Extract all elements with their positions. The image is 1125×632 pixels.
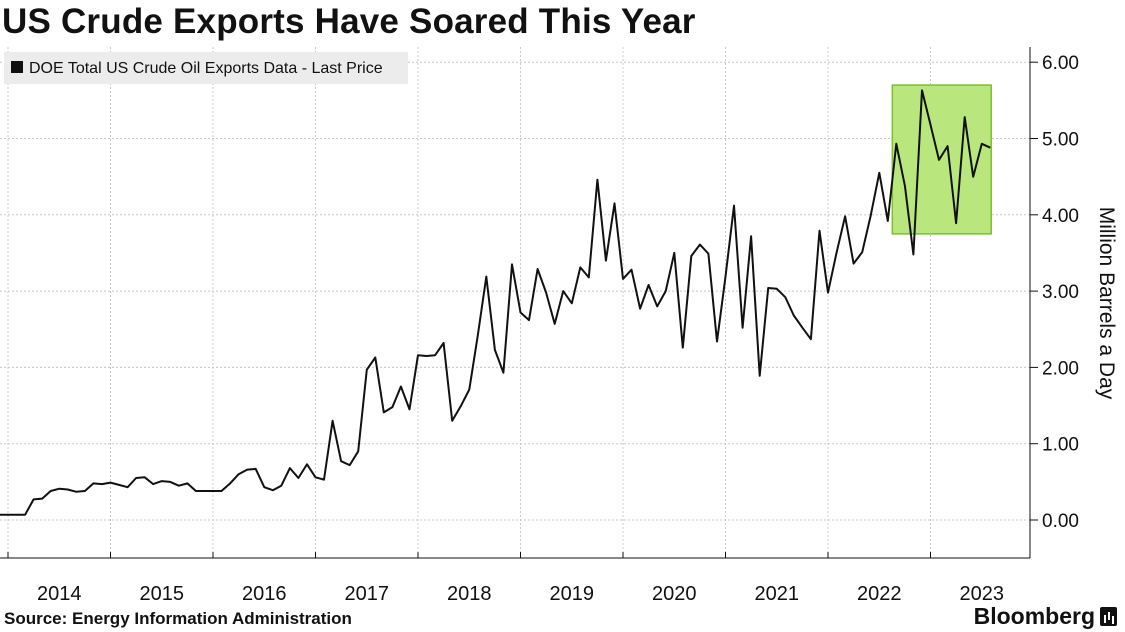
legend-swatch	[11, 61, 23, 73]
highlight-box-layer	[891, 84, 992, 235]
axes: 0.00 1.00 2.00 3.00 4.00 5.00 6.00 2014 2015 2016…	[0, 47, 1079, 605]
gridlines	[0, 47, 1030, 558]
x-tick-label: 2020	[652, 583, 697, 605]
legend-background	[4, 52, 408, 84]
y-tick-label: 2.00	[1042, 358, 1079, 379]
bloomberg-terminal-icon	[1100, 607, 1117, 626]
brand-name: Bloomberg	[973, 603, 1095, 629]
x-tick-label: 2023	[960, 583, 1005, 605]
highlight-box	[891, 84, 992, 235]
legend: DOE Total US Crude Oil Exports Data - La…	[4, 52, 408, 84]
x-tick-label: 2016	[242, 583, 287, 605]
x-tick-label: 2014	[37, 583, 82, 605]
x-tick-label: 2022	[857, 583, 902, 605]
x-tick-label: 2021	[755, 583, 800, 605]
y-tick-label: 0.00	[1042, 511, 1079, 532]
legend-label: DOE Total US Crude Oil Exports Data - La…	[29, 60, 383, 77]
y-tick-label: 1.00	[1042, 435, 1079, 456]
x-tick-label: 2018	[447, 583, 492, 605]
bloomberg-logo: Bloomberg	[974, 603, 1117, 630]
series-layer	[0, 89, 991, 516]
chart-title: US Crude Exports Have Soared This Year	[2, 2, 696, 41]
y-tick-label: 6.00	[1042, 53, 1079, 74]
y-tick-label: 5.00	[1042, 130, 1079, 151]
x-tick-label: 2019	[550, 583, 595, 605]
y-tick-label: 3.00	[1042, 282, 1079, 303]
source-note: Source: Energy Information Administratio…	[4, 609, 352, 628]
series-line	[0, 89, 991, 516]
x-tick-label: 2017	[345, 583, 390, 605]
y-tick-label: 4.00	[1042, 206, 1079, 227]
y-axis-label: Million Barrels a Day	[1095, 207, 1118, 400]
x-tick-label: 2015	[140, 583, 185, 605]
